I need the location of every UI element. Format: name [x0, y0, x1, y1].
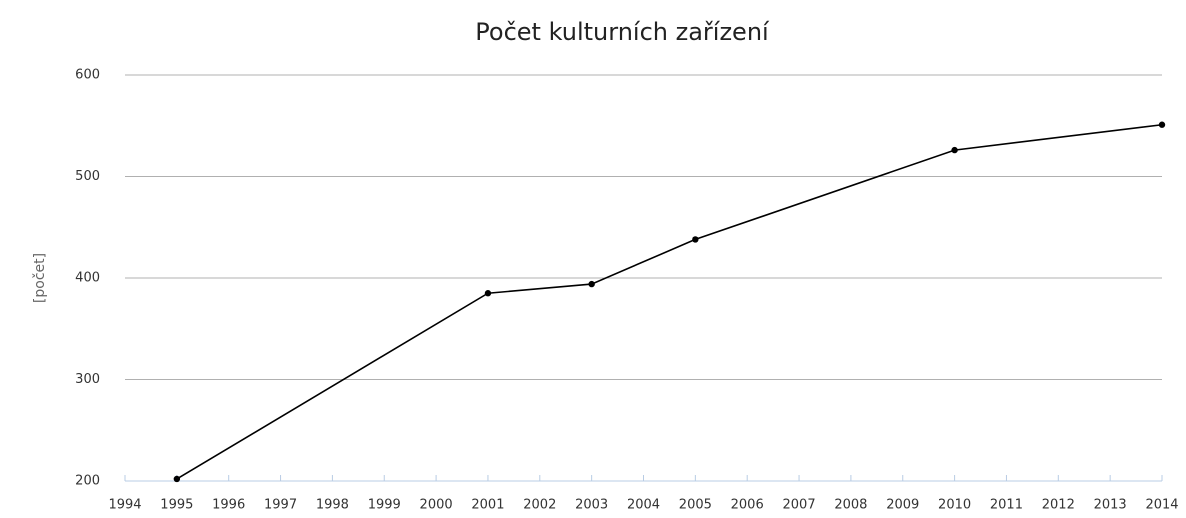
y-tick-label: 600	[75, 68, 100, 83]
y-tick-label: 500	[75, 169, 100, 184]
x-tick-label: 2008	[834, 498, 867, 513]
x-tick-label: 1998	[316, 498, 349, 513]
chart-title: Počet kulturních zařízení	[475, 18, 770, 46]
x-tick-label: 2003	[575, 498, 608, 513]
y-tick-label: 200	[75, 474, 100, 489]
line	[176, 123, 1163, 480]
x-tick-label: 2012	[1042, 498, 1075, 513]
y-tick-label: 300	[75, 372, 100, 387]
point	[173, 475, 181, 483]
x-tick-label: 1994	[108, 498, 141, 513]
x-tick-label: 2014	[1145, 498, 1178, 513]
x-tick-label: 2013	[1094, 498, 1127, 513]
x-tick-label: 2009	[886, 498, 919, 513]
x-tick-label: 2004	[627, 498, 660, 513]
x-tick-label: 2001	[471, 498, 504, 513]
x-tick-label: 1999	[368, 498, 401, 513]
x-tick-label: 2011	[990, 498, 1023, 513]
x-tick-label: 2010	[938, 498, 971, 513]
x-tick-label: 2006	[731, 498, 764, 513]
x-tick-label: 1996	[212, 498, 245, 513]
x-tick-label: 1995	[160, 498, 193, 513]
x-tick-label: 2000	[420, 498, 453, 513]
x-tick-label: 1997	[264, 498, 297, 513]
point	[484, 290, 492, 297]
y-tick-label: 400	[75, 271, 100, 286]
y-axis-label: [počet]	[32, 253, 48, 303]
x-tick-label: 2002	[523, 498, 556, 513]
point	[692, 236, 699, 243]
x-tick-label: 2007	[783, 498, 816, 513]
x-tick-label: 2005	[679, 498, 712, 513]
point	[1158, 121, 1166, 128]
point	[951, 146, 958, 154]
point	[588, 280, 595, 288]
